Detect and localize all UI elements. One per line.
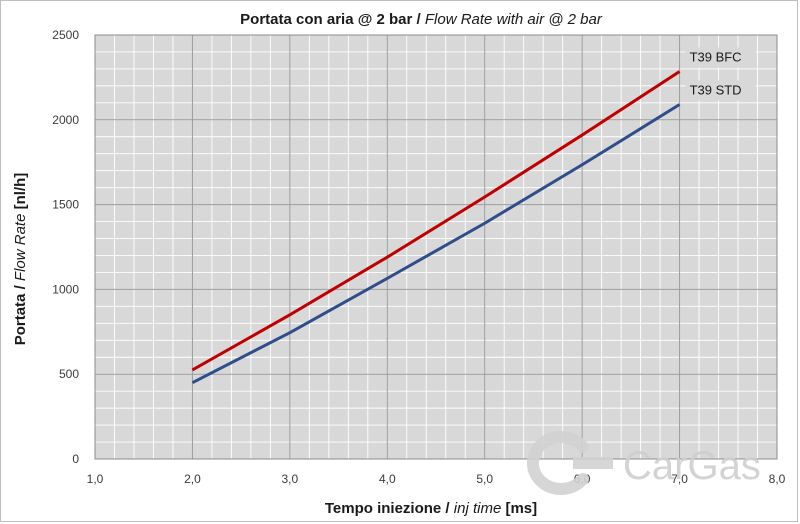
x-tick-label: 4,0 <box>379 472 396 486</box>
series-labels: T39 BFC T39 STD <box>685 47 756 101</box>
x-tick-label: 7,0 <box>671 472 688 486</box>
x-axis-label-unit: [ms] <box>501 500 537 517</box>
y-tick-label: 1500 <box>52 198 79 212</box>
chart-title-italic: Flow Rate with air @ 2 bar <box>425 11 603 28</box>
y-tick-label: 2000 <box>52 113 79 127</box>
x-tick-label: 3,0 <box>282 472 299 486</box>
y-axis-label-unit: [nl/h] <box>12 173 29 214</box>
chart-title: Portata con aria @ 2 bar / Flow Rate wit… <box>240 11 603 28</box>
plot-area <box>95 35 777 459</box>
series-label-2: T39 STD <box>690 83 742 98</box>
y-tick-label: 500 <box>59 367 79 381</box>
y-tick-label: 0 <box>72 452 79 466</box>
y-axis-ticks: 0 500 1000 1500 2000 2500 <box>52 28 79 466</box>
series-label-1: T39 BFC <box>690 49 742 64</box>
x-axis-label-main: Tempo iniezione <box>325 500 441 517</box>
series-label-bg <box>685 47 756 68</box>
x-tick-label: 1,0 <box>87 472 104 486</box>
series-line-1 <box>191 70 681 372</box>
watermark: CarGas <box>526 431 761 495</box>
x-axis-label: Tempo iniezione / inj time [ms] <box>325 500 537 517</box>
x-axis-label-sep: / <box>441 500 454 517</box>
y-axis-label-italic: Flow Rate <box>12 214 29 282</box>
y-tick-label: 2500 <box>52 28 79 42</box>
plot-border <box>94 34 778 460</box>
x-tick-label: 5,0 <box>476 472 493 486</box>
chart-title-main: Portata con aria @ 2 bar <box>240 11 412 28</box>
x-axis-ticks: 1,0 2,0 3,0 4,0 5,0 6,0 7,0 8,0 <box>87 472 786 486</box>
x-tick-label: 8,0 <box>769 472 786 486</box>
series-label-bg <box>685 80 756 101</box>
series-lines <box>191 70 681 385</box>
x-tick-label: 2,0 <box>184 472 201 486</box>
cargas-logo-icon <box>526 431 613 495</box>
series-line-2 <box>191 103 681 385</box>
x-axis-label-italic: inj time <box>454 500 502 517</box>
watermark-text: CarGas <box>623 444 761 488</box>
chart-title-sep: / <box>412 11 425 28</box>
y-axis-label-sep: / <box>12 281 29 294</box>
y-tick-label: 1000 <box>52 282 79 296</box>
y-axis-label: Portata / Flow Rate [nl/h] <box>12 173 29 346</box>
y-axis-label-main: Portata <box>12 293 29 345</box>
